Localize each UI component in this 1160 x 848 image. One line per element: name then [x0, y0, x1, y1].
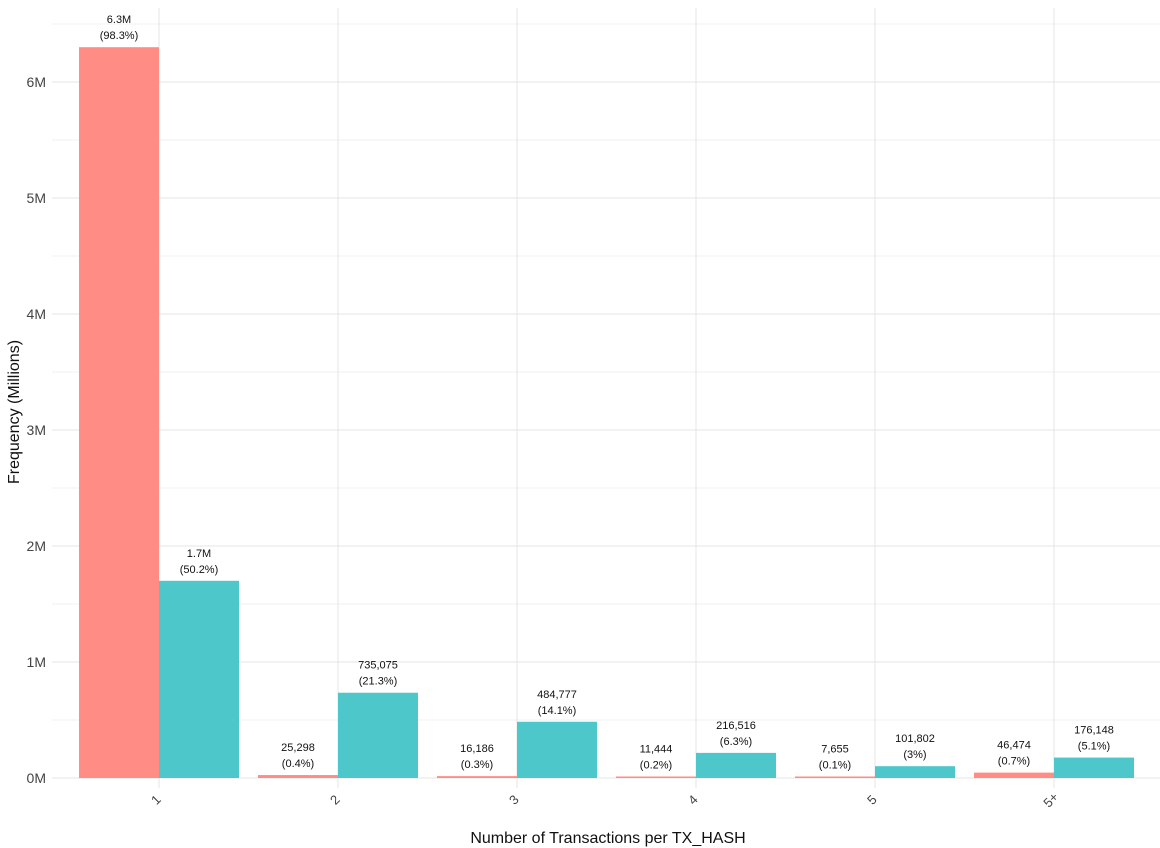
bar [159, 580, 239, 778]
bar [338, 692, 418, 778]
x-axis-ticks: 1 2 3 4 5 5+ [148, 789, 1061, 810]
bar-percent-label: (5.1%) [1078, 741, 1110, 753]
x-tick-label: 1 [148, 792, 164, 808]
y-tick-label: 1M [27, 654, 46, 670]
bars [79, 47, 1134, 778]
bar-value-label: 11,444 [640, 744, 673, 756]
bar [974, 772, 1054, 778]
bar-percent-label: (21.3%) [359, 676, 398, 688]
x-tick-label: 3 [506, 792, 522, 808]
bar-percent-label: (0.4%) [282, 758, 314, 770]
y-tick-label: 6M [27, 74, 46, 90]
bar-value-label: 6.3M [107, 14, 131, 26]
x-tick-label: 5+ [1040, 789, 1061, 810]
bar-value-label: 1.7M [187, 548, 211, 560]
grid-lines [52, 8, 1160, 788]
bar-value-label: 735,075 [358, 660, 398, 672]
bar-percent-label: (0.2%) [640, 760, 672, 772]
bar [258, 775, 338, 778]
bar-value-label: 25,298 [281, 742, 315, 754]
bar-percent-label: (3%) [903, 749, 926, 761]
bar-percent-label: (0.7%) [998, 756, 1030, 768]
bar-percent-label: (50.2%) [180, 564, 219, 576]
bar-percent-label: (6.3%) [720, 736, 752, 748]
bar [696, 752, 776, 778]
bar [437, 776, 517, 778]
bar-value-label: 176,148 [1074, 725, 1114, 737]
y-tick-label: 4M [27, 306, 46, 322]
bar-value-label: 16,186 [460, 743, 494, 755]
y-axis-ticks: 0M 1M 2M 3M 4M 5M 6M [27, 74, 46, 786]
bar-value-label: 216,516 [716, 720, 756, 732]
bar [1054, 757, 1134, 778]
bar-value-label: 101,802 [895, 733, 935, 745]
y-axis-label: Frequency (Millions) [6, 340, 23, 484]
x-tick-label: 4 [685, 792, 701, 808]
x-tick-label: 5 [864, 792, 880, 808]
x-tick-label: 2 [327, 792, 343, 808]
bar-value-label: 46,474 [997, 740, 1031, 752]
bar-percent-label: (98.3%) [100, 30, 139, 42]
bar-percent-label: (14.1%) [538, 705, 577, 717]
y-tick-label: 2M [27, 538, 46, 554]
y-tick-label: 3M [27, 422, 46, 438]
y-tick-label: 0M [27, 770, 46, 786]
bar-value-label: 7,655 [821, 744, 849, 756]
bar-percent-label: (0.3%) [461, 759, 493, 771]
x-axis-label: Number of Transactions per TX_HASH [470, 830, 745, 847]
data-labels: 6.3M (98.3%) 25,298 (0.4%) 16,186 (0.3%) 11,44… [100, 14, 1114, 771]
y-tick-label: 5M [27, 190, 46, 206]
bar [517, 721, 597, 778]
bar [795, 776, 875, 778]
bar [616, 776, 696, 778]
bar [875, 766, 955, 778]
bar [79, 47, 159, 778]
bar-value-label: 484,777 [537, 689, 577, 701]
bar-percent-label: (0.1%) [819, 760, 851, 772]
